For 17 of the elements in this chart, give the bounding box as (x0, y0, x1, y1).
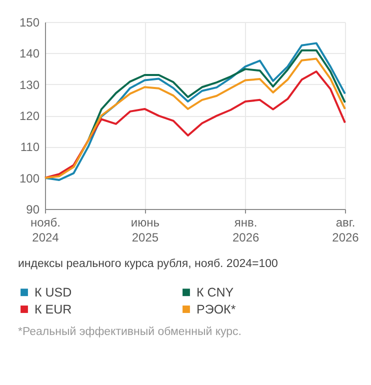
y-tick-label: 100 (19, 171, 40, 186)
x-tick-label: нояб. 2024 (30, 216, 61, 244)
legend-label: К EUR (34, 302, 72, 316)
y-tick-label: 120 (19, 109, 40, 123)
text: *Реальный эффективный обменный курс. (18, 326, 242, 338)
legend-label: К CNY (196, 285, 234, 300)
x-tick-label: янв. 2026 (232, 216, 260, 244)
y-tick-label: 90 (26, 202, 40, 216)
y-tick-label: 140 (19, 46, 40, 61)
x-tick-label: авг. 2026 (332, 216, 360, 244)
legend-label: РЭОК* (196, 302, 236, 316)
y-tick-label: 130 (19, 78, 40, 92)
text: индексы реального курса рубля, нояб. 2024=100 (18, 258, 278, 270)
x-tick-label: июнь 2025 (130, 216, 160, 244)
legend-label: К USD (34, 285, 72, 300)
y-tick-label: 110 (20, 140, 40, 154)
y-tick-label: 150 (19, 16, 40, 30)
